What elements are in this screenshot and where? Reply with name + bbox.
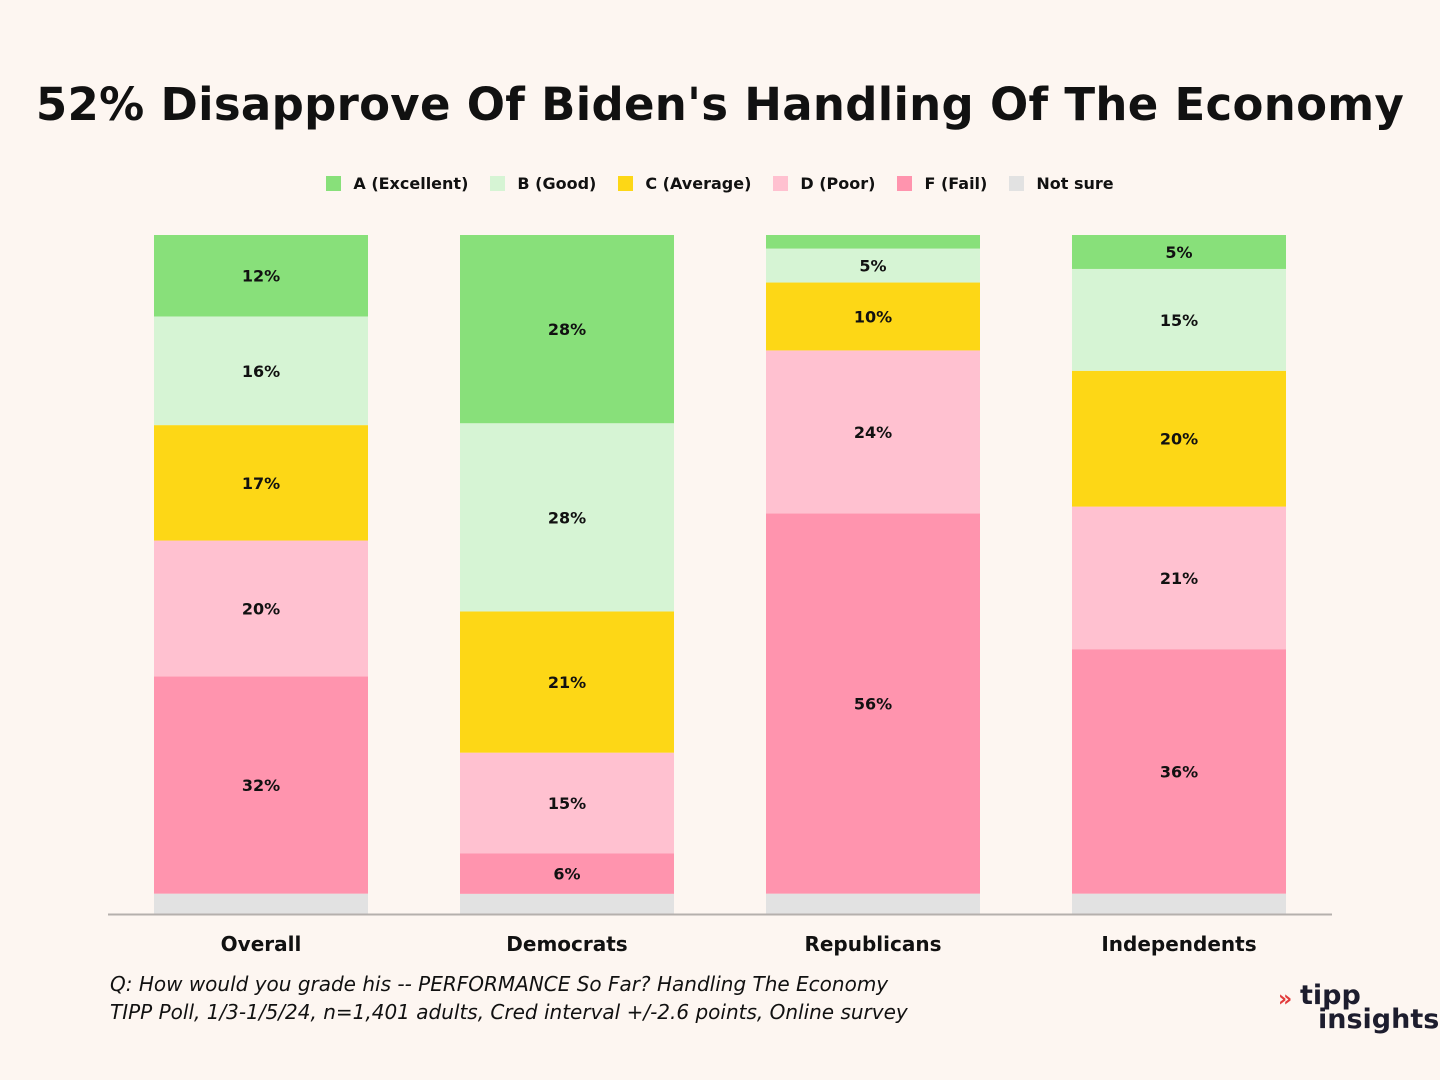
bar-segment (1072, 506, 1286, 650)
bar-segment (1072, 370, 1286, 507)
bar-segment (1072, 268, 1286, 371)
data-label: 32% (242, 776, 280, 795)
data-label: 15% (1160, 311, 1198, 330)
footnote: Q: How would you grade his -- PERFORMANC… (110, 970, 908, 1026)
legend-swatch (773, 176, 789, 191)
legend-swatch (326, 176, 342, 191)
bar-segment (154, 235, 368, 317)
bar-segment (766, 350, 980, 514)
bar-segment (460, 611, 674, 753)
chart-title: 52% Disapprove Of Biden's Handling Of Th… (35, 78, 1405, 131)
legend-item: C (Average) (618, 174, 751, 193)
bar-segment (460, 752, 674, 854)
bar-segment (766, 893, 980, 914)
data-label: 15% (548, 794, 586, 813)
data-label: 20% (1160, 430, 1198, 449)
legend-label: B (Good) (517, 174, 597, 193)
bar-segment (154, 540, 368, 677)
bar-segment (766, 248, 980, 283)
data-label: 12% (242, 267, 280, 286)
legend-label: A (Excellent) (353, 174, 469, 193)
legend-swatch (1009, 176, 1025, 191)
data-label: 10% (854, 307, 892, 326)
legend-label: D (Poor) (800, 174, 876, 193)
chart-legend: A (Excellent) B (Good) C (Average) D (Poor)… (0, 174, 1440, 193)
data-label: 16% (242, 362, 280, 381)
legend-item: B (Good) (490, 174, 596, 193)
bar-segment (766, 282, 980, 351)
x-tick-label: Overall (221, 932, 302, 956)
bar-segment (766, 235, 980, 249)
logo-text-insights: insights (1318, 1004, 1440, 1035)
data-label: 21% (1160, 569, 1198, 588)
bar-segment (766, 513, 980, 894)
data-label: 24% (854, 423, 892, 442)
bar-segment (460, 893, 674, 914)
bar-segment (154, 425, 368, 541)
bar-segment (460, 235, 674, 424)
data-label: 36% (1160, 762, 1198, 781)
x-tick-label: Democrats (506, 932, 627, 956)
legend-item: D (Poor) (773, 174, 875, 193)
bar-segment (154, 316, 368, 426)
legend-swatch (618, 176, 634, 191)
legend-swatch (490, 176, 506, 191)
legend-swatch (897, 176, 913, 191)
data-label: 6% (553, 865, 580, 884)
bar-segment (154, 676, 368, 894)
data-label: 56% (854, 695, 892, 714)
data-label: 20% (242, 599, 280, 618)
bar-segment (460, 853, 674, 894)
data-label: 28% (548, 320, 586, 339)
x-tick-label: Republicans (804, 932, 941, 956)
bar-segment (154, 893, 368, 914)
legend-label: F (Fail) (924, 174, 988, 193)
data-label: 5% (859, 257, 886, 276)
footnote-question: Q: How would you grade his -- PERFORMANC… (110, 972, 889, 996)
bar-segment (1072, 649, 1286, 894)
logo-text-tipp: tipp (1300, 980, 1361, 1011)
legend-label: Not sure (1036, 174, 1114, 193)
bar-segment (1072, 893, 1286, 914)
data-label: 28% (548, 508, 586, 527)
legend-item: A (Excellent) (326, 174, 468, 193)
data-label: 5% (1165, 243, 1192, 262)
logo-arrow-icon: » (1278, 987, 1293, 1012)
tipp-insights-logo: » tipp insights (1278, 980, 1439, 1039)
x-tick-label: Independents (1101, 932, 1256, 956)
data-label: 17% (242, 474, 280, 493)
bar-segment (460, 423, 674, 612)
legend-item: Not sure (1009, 174, 1114, 193)
bar-segment (1072, 235, 1286, 269)
data-label: 21% (548, 673, 586, 692)
legend-label: C (Average) (645, 174, 752, 193)
footnote-source: TIPP Poll, 1/3-1/5/24, n=1,401 adults, C… (110, 1000, 908, 1024)
legend-item: F (Fail) (897, 174, 987, 193)
